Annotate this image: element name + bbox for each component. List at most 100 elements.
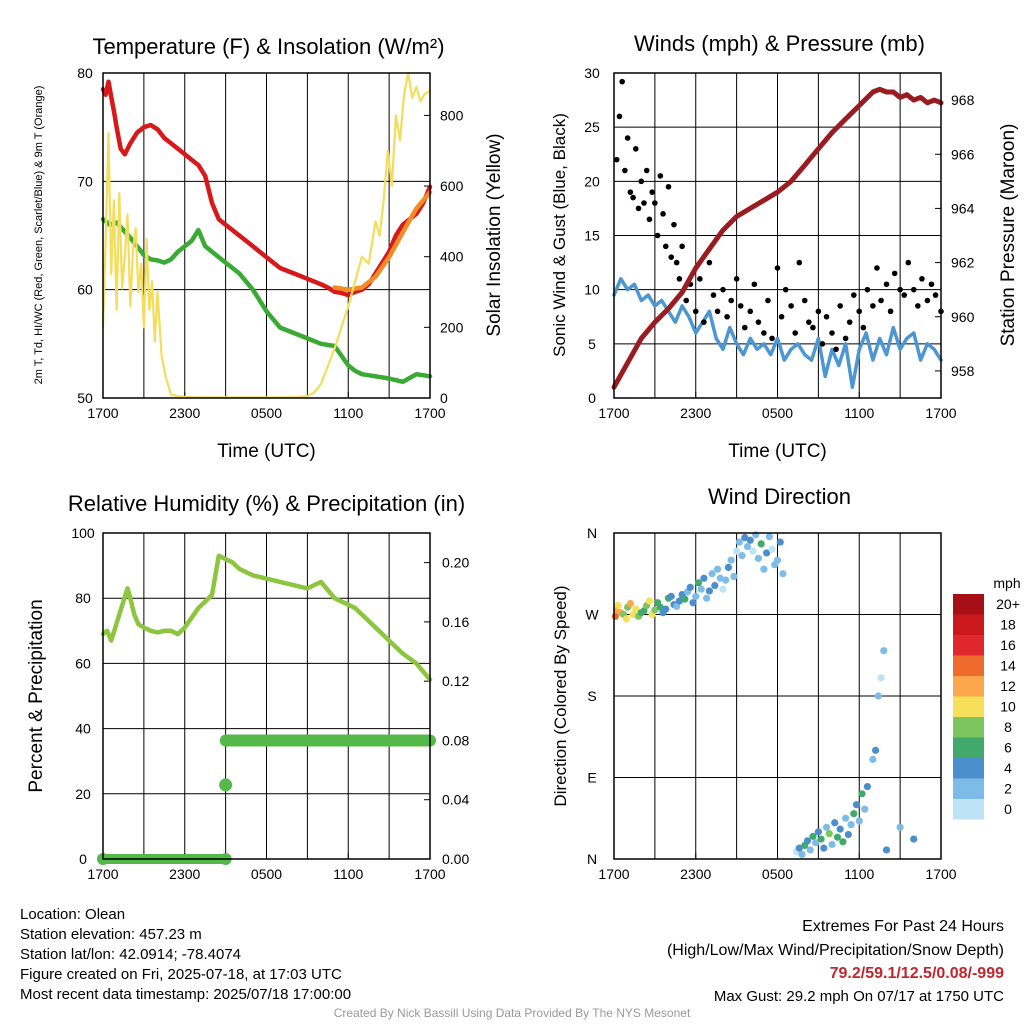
gust-point — [810, 324, 816, 331]
y-tick-label: S — [587, 688, 596, 704]
direction-point — [743, 542, 752, 551]
direction-point — [779, 570, 787, 578]
x-tick-label: 2300 — [169, 866, 200, 882]
gust-point — [782, 286, 789, 293]
legend-label: 18 — [1000, 617, 1016, 633]
y-axis-label: Direction (Colored By Speed) — [551, 585, 570, 806]
y2-tick-label: 958 — [951, 363, 975, 379]
direction-point — [798, 850, 806, 859]
gust-point — [630, 194, 636, 201]
direction-point — [735, 538, 743, 546]
extremes-values: 79.2/59.1/12.5/0.08/-999 — [829, 965, 1004, 982]
gust-point — [662, 243, 669, 250]
direction-point — [689, 599, 697, 607]
direction-point — [754, 554, 763, 562]
direction-point — [795, 844, 803, 852]
direction-point — [741, 533, 749, 542]
y-tick-label: W — [585, 607, 599, 623]
direction-point — [727, 556, 735, 564]
gust-point — [833, 346, 839, 353]
legend-label: 14 — [1000, 658, 1016, 674]
x-tick-label: 0500 — [762, 866, 793, 882]
y2-tick-label: 0.16 — [442, 614, 469, 630]
gust-point — [751, 281, 758, 288]
legend-title: mph — [993, 575, 1020, 591]
direction-point — [910, 835, 918, 843]
direction-point — [640, 607, 648, 615]
y-tick-label: 20 — [75, 786, 91, 802]
gust-point — [874, 265, 880, 271]
direction-point — [703, 594, 711, 602]
gust-point — [915, 303, 921, 309]
chart-title: Winds (mph) & Pressure (mb) — [634, 31, 925, 56]
gust-point — [901, 292, 908, 298]
gust-point — [638, 178, 645, 185]
y2-tick-label: 960 — [951, 309, 975, 325]
gust-point — [919, 276, 925, 282]
y-tick-label: 15 — [584, 228, 600, 244]
gust-point — [887, 308, 894, 315]
direction-point — [711, 581, 719, 590]
direction-point — [708, 570, 716, 578]
gust-point — [856, 308, 863, 315]
gust-point — [652, 200, 658, 206]
x-tick-label: 2300 — [169, 405, 200, 421]
gust-point — [842, 335, 849, 342]
gust-point — [796, 259, 803, 266]
y-tick-label: 60 — [77, 282, 93, 298]
gust-point — [737, 303, 744, 309]
gust-point — [747, 308, 754, 315]
gust-point — [788, 303, 794, 309]
direction-point — [675, 597, 684, 605]
gust-point — [697, 276, 703, 282]
direction-point — [700, 574, 708, 582]
plot-frame — [613, 532, 942, 860]
y2-tick-label: 600 — [440, 178, 464, 194]
gust-point — [646, 216, 653, 223]
x-tick-label: 1700 — [925, 405, 956, 421]
direction-point — [614, 601, 622, 610]
gust-point — [924, 297, 931, 304]
gust-point — [742, 324, 748, 331]
gust-point — [654, 232, 661, 239]
gust-point — [676, 276, 683, 282]
gust-point — [724, 313, 730, 320]
direction-point — [773, 556, 782, 564]
x-tick-label: 1700 — [925, 866, 956, 882]
direction-point — [874, 692, 882, 700]
x-tick-label: 2300 — [680, 405, 711, 421]
y2-tick-label: 800 — [440, 107, 464, 123]
direction-point — [692, 592, 700, 600]
gust-point — [619, 78, 625, 85]
footer-latlon: Station lat/lon: 42.0914; -78.4074 — [20, 946, 242, 963]
gust-point — [774, 265, 781, 271]
x-axis-label: Time (UTC) — [728, 441, 827, 462]
gust-point — [613, 156, 620, 163]
x-tick-label: 2300 — [680, 866, 711, 882]
legend-swatch — [953, 614, 984, 635]
gust-point — [624, 135, 631, 141]
direction-point — [828, 840, 836, 849]
gust-point — [728, 297, 734, 304]
y-tick-label: 80 — [75, 590, 91, 606]
direction-point — [852, 801, 861, 809]
direction-point — [686, 583, 694, 591]
gust-point — [657, 173, 664, 179]
y-tick-label: 80 — [77, 65, 93, 81]
direction-point — [713, 565, 722, 573]
direction-point — [749, 547, 757, 555]
direction-point — [877, 674, 885, 682]
legend-swatch — [953, 778, 984, 799]
x-tick-label: 1100 — [844, 866, 874, 882]
direction-point — [716, 574, 724, 582]
direction-point — [822, 823, 831, 831]
direction-point — [629, 610, 637, 619]
gust-point — [801, 297, 808, 304]
direction-point — [722, 576, 730, 584]
gust-point — [633, 146, 639, 152]
direction-point — [733, 547, 741, 555]
direction-point — [763, 549, 771, 557]
y-tick-label: E — [587, 770, 596, 786]
direction-point — [861, 805, 869, 813]
